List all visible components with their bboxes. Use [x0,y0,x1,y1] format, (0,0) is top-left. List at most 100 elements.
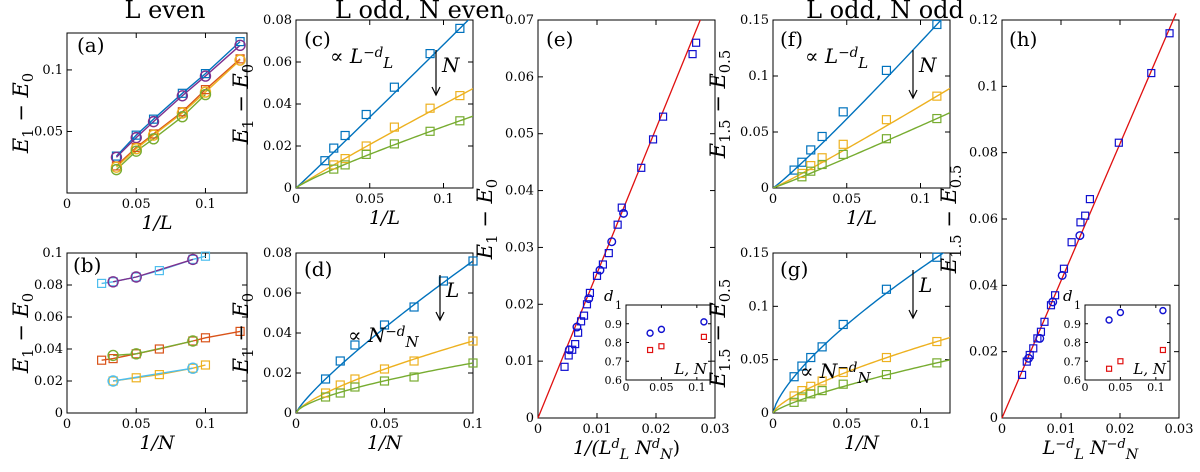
data-point [130,348,142,360]
panel-letter: (c) [304,27,331,51]
data-point [1085,195,1095,204]
series-line [115,94,206,171]
data-point [329,164,339,174]
x-tick-label: 0.01 [583,422,612,437]
data-point [806,161,816,171]
data-point [564,345,574,355]
y-tick-label: 0 [761,406,769,421]
data-point [147,133,160,145]
data-point [881,65,892,76]
y-axis-label: E1 − E0 [229,64,257,145]
data-point [797,386,807,396]
data-point [607,237,617,247]
y-tick-label: 1 [1074,299,1081,312]
x-tick-label: 0.05 [122,417,151,432]
data-point [409,356,419,366]
data-point [658,112,668,121]
arrow-label: L [445,278,459,302]
data-point [789,397,799,407]
data-point [579,311,589,320]
inset-point [1159,306,1167,315]
x-tick-label: 0 [63,417,71,432]
y-tick-label: 0.03 [505,240,534,255]
series-line [112,367,193,382]
y-tick-label: 0 [526,411,534,426]
data-point [1165,29,1174,38]
data-point [648,135,658,144]
panel-letter: (d) [304,257,332,281]
inset-point [700,333,708,340]
data-point [340,154,350,164]
data-point [797,172,807,182]
arrow-head [431,86,441,97]
plot-area [296,20,473,188]
data-point [817,342,827,352]
panel-f: 0 0.05 0.1 0 0.05 0.1 0.15 1/L E1.5 − E0.5 (f)∝ L… [706,13,951,229]
data-point [838,107,848,117]
x-tick-label: 0.1 [910,417,931,432]
data-point [176,107,189,119]
y-tick-label: 0.1 [748,69,769,84]
panel-letter: (e) [546,27,573,51]
data-point [817,153,827,163]
data-point [1057,270,1067,280]
data-point [335,388,345,398]
data-point [797,392,807,402]
x-tick-label: 0 [292,192,300,207]
x-tick-label: 0 [63,197,71,212]
y-tick-label: 0 [990,411,998,426]
x-tick-label: 0.03 [701,422,730,437]
x-tick-label: 0.1 [688,381,706,394]
data-point [637,163,646,172]
data-point [604,249,613,258]
data-point [455,90,465,101]
y-tick-label: 0.8 [605,337,623,350]
data-point [188,254,198,264]
data-point [838,149,848,159]
data-point [234,54,246,66]
series-line [296,260,473,413]
x-tick-label: 0 [769,417,777,432]
data-point [425,48,435,59]
data-point [379,376,390,386]
series-line [773,20,942,188]
data-point [154,344,164,354]
data-point [582,300,592,309]
panel-b: 0 0.05 0.1 0 0.02 0.04 0.06 0.08 0.1 1/N E1 − E0 (b… [0,0,248,454]
series-line [773,112,950,188]
plot-area [773,253,950,413]
x-axis-label: L−dL​​ N−dN​​ [1042,437,1139,463]
x-tick-label: 0.1 [463,417,484,432]
panel-letter: (a) [77,33,105,57]
data-point [1029,344,1038,353]
axes-frame [66,32,248,194]
x-axis-label: 1/N [844,432,880,454]
inset-x-label: L, N [673,360,707,378]
data-point [108,376,118,386]
inset-point [1105,365,1113,372]
y-tick-label: 0.04 [505,184,534,199]
data-point [468,336,478,346]
inset: 0 0.05 0.1 0.6 0.7 0.8 0.9 1d L, N [604,287,712,394]
y-axis-label: E1 − E0 [473,179,501,260]
data-point [1048,297,1058,307]
panel-c: 0 0.05 0.1 0 0.02 0.04 0.06 0.08 1/L E1 − E0 (c)∝ … [229,13,474,229]
y-axis-label: E1 − E0 [229,293,257,374]
y-tick-label: 0 [284,406,292,421]
arrow-head [908,89,918,100]
y-tick-label: 0 [284,181,292,196]
x-tick-label: 0 [1082,381,1089,394]
data-point [130,131,142,144]
data-point [188,336,198,346]
series-line [296,88,473,188]
data-point [817,376,827,386]
data-point [1067,238,1076,247]
data-point [176,110,189,123]
y-tick-label: 0.05 [740,125,769,140]
data-point [881,284,892,294]
y-tick-label: 0.06 [263,55,292,70]
y-tick-label: 0.9 [605,318,623,331]
data-point [613,220,622,229]
axes-frame [66,252,248,414]
x-tick-label: 0 [998,422,1006,437]
